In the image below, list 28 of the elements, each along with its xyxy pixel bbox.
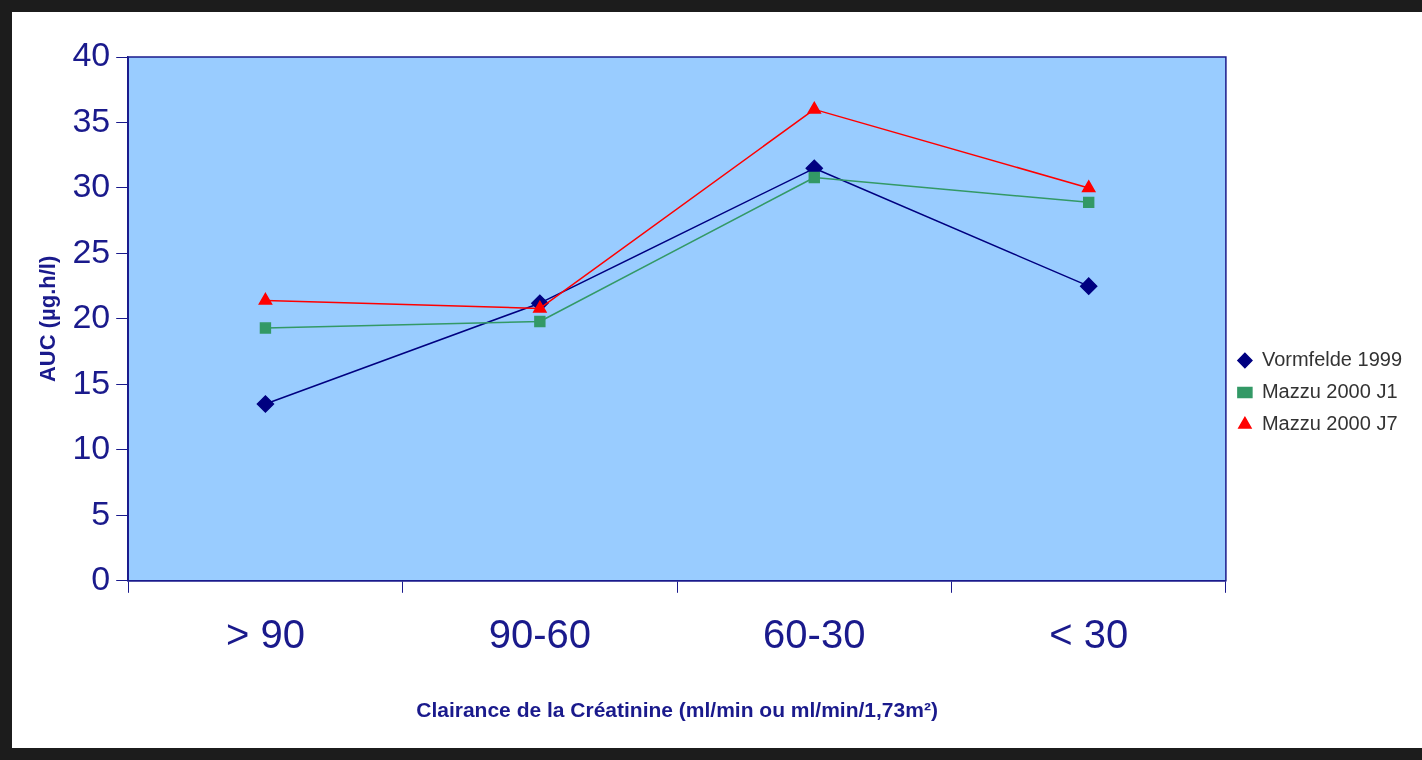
- y-tick-label: 20: [72, 297, 111, 336]
- y-tick-label: 35: [72, 100, 111, 139]
- point: [808, 171, 820, 184]
- point: [256, 395, 275, 413]
- y-axis-title: AUC (µg.h/l): [35, 255, 61, 383]
- legend-label: Mazzu 2000 J1: [1261, 380, 1398, 403]
- point: [807, 101, 822, 114]
- point: [1081, 180, 1096, 193]
- point: [1079, 277, 1098, 295]
- x-tick-label: < 30: [1049, 611, 1129, 656]
- y-tick-label: 15: [72, 362, 111, 401]
- y-tick-label: 25: [72, 231, 111, 270]
- x-tick-label: 90-60: [488, 611, 592, 656]
- x-tick-label: 60-30: [763, 611, 866, 656]
- x-axis-title: Clairance de la Créatinine (ml/min ou ml/min/1,73m²): [416, 698, 938, 722]
- point: [258, 292, 273, 305]
- legend-label: Vormfelde 1999: [1261, 348, 1403, 371]
- y-tick-label: 0: [91, 559, 111, 598]
- point: [533, 300, 547, 313]
- point: [1082, 196, 1095, 209]
- point: [259, 322, 272, 334]
- point: [534, 315, 546, 328]
- y-tick-label: 5: [91, 493, 111, 532]
- y-tick-label: 30: [72, 166, 111, 205]
- y-tick-label: 10: [72, 428, 111, 467]
- legend-label: Mazzu 2000 J7: [1261, 412, 1398, 435]
- y-tick-label: 40: [72, 35, 111, 74]
- x-tick-label: > 90: [225, 611, 305, 656]
